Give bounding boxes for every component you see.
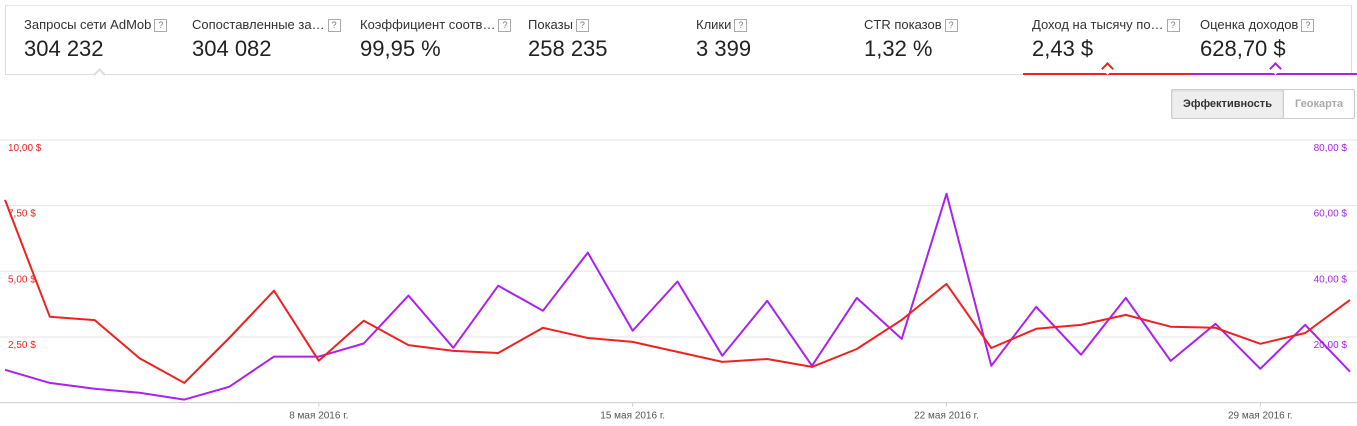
metric-value: 258 235 xyxy=(528,36,608,61)
metric-row: Запросы сети AdMob? 304 232 Сопоставленные… xyxy=(5,5,1357,81)
help-icon[interactable]: ? xyxy=(154,19,168,32)
x-tick-label: 29 мая 2016 г. xyxy=(1228,411,1293,422)
help-icon[interactable]: ? xyxy=(327,19,341,32)
metric-label-text: Запросы сети AdMob xyxy=(24,17,152,32)
metric-label: Показы? xyxy=(528,17,589,32)
metric-label-text: Сопоставленные за… xyxy=(192,17,325,32)
y2-tick-label: 60,00 $ xyxy=(1314,209,1348,220)
metric-card[interactable]: Клики? 3 399 xyxy=(687,6,855,74)
metric-value: 628,70 $ xyxy=(1200,36,1286,61)
help-icon[interactable]: ? xyxy=(575,19,589,32)
y-tick-label: 10,00 $ xyxy=(8,143,42,154)
metric-card[interactable]: Показы? 258 235 xyxy=(519,6,687,74)
x-tick-label: 8 мая 2016 г. xyxy=(289,411,348,422)
x-tick-label: 22 мая 2016 г. xyxy=(914,411,979,422)
metric-label-text: CTR показов xyxy=(864,17,942,32)
series-line xyxy=(4,199,1351,384)
metric-card[interactable]: Оценка доходов? 628,70 $ xyxy=(1191,6,1357,75)
metric-value: 99,95 % xyxy=(360,36,441,61)
metric-value: 304 082 xyxy=(192,36,272,61)
metric-label-text: Коэффициент соотв… xyxy=(360,17,496,32)
metric-card[interactable]: CTR показов? 1,32 % xyxy=(855,6,1023,74)
metric-label: Сопоставленные за…? xyxy=(192,17,341,32)
metric-card[interactable]: Запросы сети AdMob? 304 232 xyxy=(15,6,183,81)
y2-tick-label: 80,00 $ xyxy=(1314,143,1348,154)
metric-label-text: Показы xyxy=(528,17,573,32)
tab[interactable]: Эффективность xyxy=(1172,90,1284,118)
metric-label-text: Оценка доходов xyxy=(1200,17,1299,32)
metric-card[interactable]: Сопоставленные за…? 304 082 xyxy=(183,6,351,74)
help-icon[interactable]: ? xyxy=(1301,19,1315,32)
metric-label: Доход на тысячу по…? xyxy=(1032,17,1180,32)
y-tick-label: 5,00 $ xyxy=(8,274,36,285)
series-line xyxy=(4,192,1351,401)
y-tick-label: 7,50 $ xyxy=(8,209,36,220)
y-tick-label: 2,50 $ xyxy=(8,340,36,351)
metric-value: 304 232 xyxy=(24,36,104,61)
metric-label-text: Доход на тысячу по… xyxy=(1032,17,1164,32)
metric-label: CTR показов? xyxy=(864,17,958,32)
metric-label: Клики? xyxy=(696,17,748,32)
x-tick-label: 15 мая 2016 г. xyxy=(600,411,665,422)
help-icon[interactable]: ? xyxy=(734,19,748,32)
metric-value: 1,32 % xyxy=(864,36,933,61)
tab[interactable]: Геокарта xyxy=(1294,98,1344,110)
metric-label: Запросы сети AdMob? xyxy=(24,17,168,32)
metric-label: Коэффициент соотв…? xyxy=(360,17,512,32)
metric-card[interactable]: Доход на тысячу по…? 2,43 $ xyxy=(1023,6,1191,75)
metric-label: Оценка доходов? xyxy=(1200,17,1315,32)
help-icon[interactable]: ? xyxy=(1166,19,1180,32)
view-tabs: Эффективность Геокарта xyxy=(1171,89,1356,119)
help-icon[interactable]: ? xyxy=(944,19,958,32)
metric-value: 3 399 xyxy=(696,36,752,61)
y2-tick-label: 40,00 $ xyxy=(1314,274,1348,285)
help-icon[interactable]: ? xyxy=(498,19,512,32)
metric-card[interactable]: Коэффициент соотв…? 99,95 % xyxy=(351,6,519,74)
metric-value: 2,43 $ xyxy=(1032,36,1094,61)
y2-tick-label: 20,00 $ xyxy=(1314,340,1348,351)
metric-label-text: Клики xyxy=(696,17,732,32)
